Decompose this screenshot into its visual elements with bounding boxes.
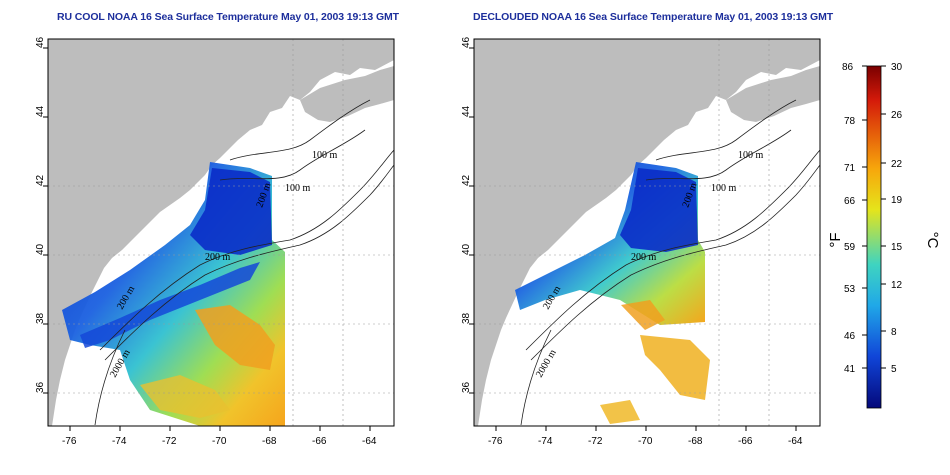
contour-label: 200 m: [631, 252, 657, 263]
celsius-tick: 8: [891, 327, 897, 338]
lon-tick: -70: [638, 436, 653, 447]
colorbar: 86 78 71 66 59 53 46 41 30 26 22 19 15 1…: [827, 62, 941, 409]
lon-tick: -68: [688, 436, 703, 447]
warm-eddy: [195, 305, 275, 370]
right-lon-axis: -76 -74 -72 -70 -68 -66 -64: [488, 426, 803, 447]
contour-label: 100 m: [312, 150, 338, 161]
cold-shelf-band: [80, 262, 260, 348]
left-lat-axis: 36 38 40 42 44 46: [35, 36, 48, 394]
lat-tick: 42: [461, 174, 472, 186]
warm-patch-south: [640, 335, 710, 400]
land-mass: [474, 39, 820, 426]
warm-patch-south: [140, 375, 230, 418]
lat-tick: 38: [35, 312, 46, 324]
warm-eddy: [621, 300, 665, 330]
lon-tick: -64: [362, 436, 377, 447]
contour-label: 100 m: [711, 183, 737, 194]
celsius-tick: 22: [891, 159, 903, 170]
celsius-tick: 5: [891, 364, 897, 375]
warm-patch-far-south: [600, 400, 640, 424]
fahrenheit-unit-label: °F: [827, 232, 844, 247]
celsius-unit-label: °C: [924, 232, 941, 249]
lat-tick: 36: [35, 381, 46, 393]
lon-tick: -66: [738, 436, 753, 447]
fahrenheit-tick: 46: [844, 331, 856, 342]
contour-label: 100 m: [285, 183, 311, 194]
fahrenheit-tick: 59: [844, 242, 856, 253]
land-mass: [48, 39, 394, 426]
celsius-tick: 26: [891, 110, 903, 121]
bathymetry-contours: [94, 99, 394, 426]
lat-tick: 36: [461, 381, 472, 393]
lat-tick: 44: [35, 105, 46, 117]
contour-label: 200 m: [205, 252, 231, 263]
fahrenheit-tick: 41: [844, 364, 856, 375]
lon-tick: -72: [162, 436, 177, 447]
fahrenheit-tick: 71: [844, 163, 856, 174]
lon-tick: -66: [312, 436, 327, 447]
right-map-frame: [473, 38, 821, 427]
lat-tick: 40: [35, 243, 46, 255]
left-map-title: RU COOL NOAA 16 Sea Surface Temperature …: [57, 11, 399, 23]
contour-label: 100 m: [738, 150, 764, 161]
lat-tick: 38: [461, 312, 472, 324]
colorbar-celsius-ticks: 30 26 22 19 15 12 8 5: [881, 62, 903, 375]
fahrenheit-tick: 66: [844, 196, 856, 207]
colorbar-gradient: [866, 65, 882, 409]
lon-tick: -72: [588, 436, 603, 447]
fahrenheit-tick: 86: [842, 62, 854, 73]
left-lon-axis: -76 -74 -72 -70 -68 -66 -64: [62, 426, 377, 447]
right-map: 100 m 100 m 200 m 200 m 2000 m 200 m -76…: [461, 36, 821, 447]
cold-core: [190, 168, 272, 255]
celsius-tick: 15: [891, 242, 903, 253]
celsius-tick: 30: [891, 62, 903, 73]
left-map: 100 m 100 m 200 m 200 m 2000 m 200 m -76…: [35, 36, 395, 447]
lon-tick: -64: [788, 436, 803, 447]
nova-scotia-land: [726, 66, 820, 122]
fahrenheit-tick: 78: [844, 116, 856, 127]
celsius-tick: 19: [891, 195, 903, 206]
nova-scotia-land: [300, 66, 394, 122]
cold-core: [620, 168, 698, 252]
bathymetry-contours: [520, 99, 820, 426]
lat-tick: 42: [35, 174, 46, 186]
colorbar-fahrenheit-ticks: 86 78 71 66 59 53 46 41: [842, 62, 867, 375]
lon-tick: -74: [538, 436, 553, 447]
fahrenheit-tick: 53: [844, 284, 856, 295]
lon-tick: -74: [112, 436, 127, 447]
lon-tick: -68: [262, 436, 277, 447]
lat-tick: 44: [461, 105, 472, 117]
celsius-tick: 12: [891, 280, 903, 291]
lat-tick: 46: [35, 36, 46, 48]
lon-tick: -70: [212, 436, 227, 447]
lon-tick: -76: [62, 436, 77, 447]
right-map-title: DECLOUDED NOAA 16 Sea Surface Temperatur…: [473, 11, 834, 23]
left-map-frame: [47, 38, 395, 427]
lat-tick: 46: [461, 36, 472, 48]
right-lat-axis: 36 38 40 42 44 46: [461, 36, 474, 394]
lat-tick: 40: [461, 243, 472, 255]
lon-tick: -76: [488, 436, 503, 447]
